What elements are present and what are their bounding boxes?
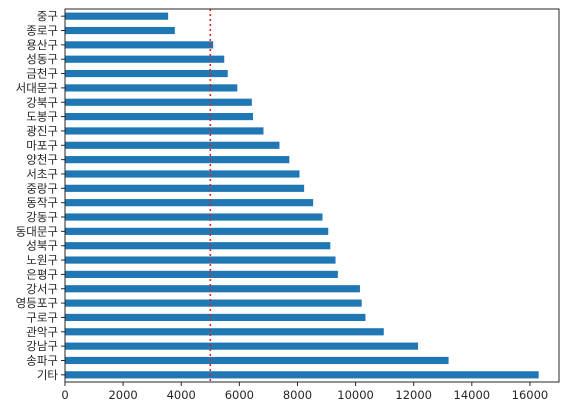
bar-13 <box>65 199 314 207</box>
y-tick-label: 성북구 <box>26 239 58 253</box>
x-ticks-group: 0 2000 4000 6000 8000 10000 12000 14000 16000 <box>61 382 548 402</box>
y-tick-label: 금천구 <box>26 67 58 81</box>
y-tick-label: 중랑구 <box>26 181 58 195</box>
bar-8 <box>65 127 264 135</box>
y-tick-label: 서대문구 <box>16 81 58 95</box>
y-tick-label: 중구 <box>37 9 58 23</box>
bar-10 <box>65 156 290 164</box>
y-tick-label: 강동구 <box>26 210 58 224</box>
bar-0 <box>65 12 169 20</box>
y-tick-label: 송파구 <box>26 353 58 367</box>
y-tick-label: 광진구 <box>26 124 58 138</box>
x-tick-label: 12000 <box>395 388 432 402</box>
bar-6 <box>65 98 252 106</box>
y-tick-label: 동대문구 <box>16 224 58 238</box>
y-tick-label: 기타 <box>37 368 59 382</box>
bar-9 <box>65 141 280 149</box>
bar-25 <box>65 371 539 379</box>
bar-14 <box>65 213 323 221</box>
bar-16 <box>65 242 331 250</box>
bar-7 <box>65 113 254 121</box>
y-tick-label: 종로구 <box>26 24 58 38</box>
y-tick-label: 양천구 <box>26 153 58 167</box>
y-tick-label: 성동구 <box>26 52 58 66</box>
y-ticks-group: 중구종로구용산구성동구금천구서대문구강북구도봉구광진구마포구양천구서초구중랑구동… <box>16 9 65 382</box>
x-tick-label: 4000 <box>167 388 196 402</box>
bars-group <box>65 12 539 379</box>
bar-12 <box>65 184 305 192</box>
bar-18 <box>65 270 338 278</box>
bar-17 <box>65 256 336 264</box>
y-tick-label: 용산구 <box>26 38 58 52</box>
bar-22 <box>65 328 384 336</box>
y-tick-label: 노원구 <box>26 253 58 267</box>
y-tick-label: 강서구 <box>26 282 58 296</box>
bar-21 <box>65 313 366 322</box>
bar-2 <box>65 41 214 49</box>
bar-23 <box>65 342 419 350</box>
bar-5 <box>65 84 238 92</box>
x-tick-label: 16000 <box>512 388 549 402</box>
y-tick-label: 구로구 <box>26 310 58 324</box>
axes-group <box>64 8 560 383</box>
x-tick-label: 0 <box>61 388 68 402</box>
bar-3 <box>65 55 225 63</box>
bar-20 <box>65 299 362 307</box>
bar-19 <box>65 285 360 293</box>
y-tick-label: 관악구 <box>26 325 58 339</box>
x-tick-label: 2000 <box>108 388 137 402</box>
x-tick-label: 10000 <box>337 388 374 402</box>
y-tick-label: 서초구 <box>26 167 58 181</box>
bar-4 <box>65 69 228 78</box>
bar-1 <box>65 26 175 35</box>
x-tick-label: 14000 <box>454 388 491 402</box>
y-tick-label: 은평구 <box>26 267 58 281</box>
y-tick-label: 도봉구 <box>26 110 58 124</box>
x-tick-label: 6000 <box>225 388 254 402</box>
x-tick-label: 8000 <box>283 388 312 402</box>
y-tick-label: 강북구 <box>26 95 58 109</box>
y-tick-label: 강남구 <box>26 339 58 353</box>
bar-15 <box>65 227 329 235</box>
y-tick-label: 동작구 <box>26 196 58 210</box>
bar-11 <box>65 170 300 178</box>
y-tick-label: 영등포구 <box>16 296 58 310</box>
bar-24 <box>65 356 449 365</box>
plot-frame <box>64 8 560 383</box>
y-tick-label: 마포구 <box>26 138 58 152</box>
